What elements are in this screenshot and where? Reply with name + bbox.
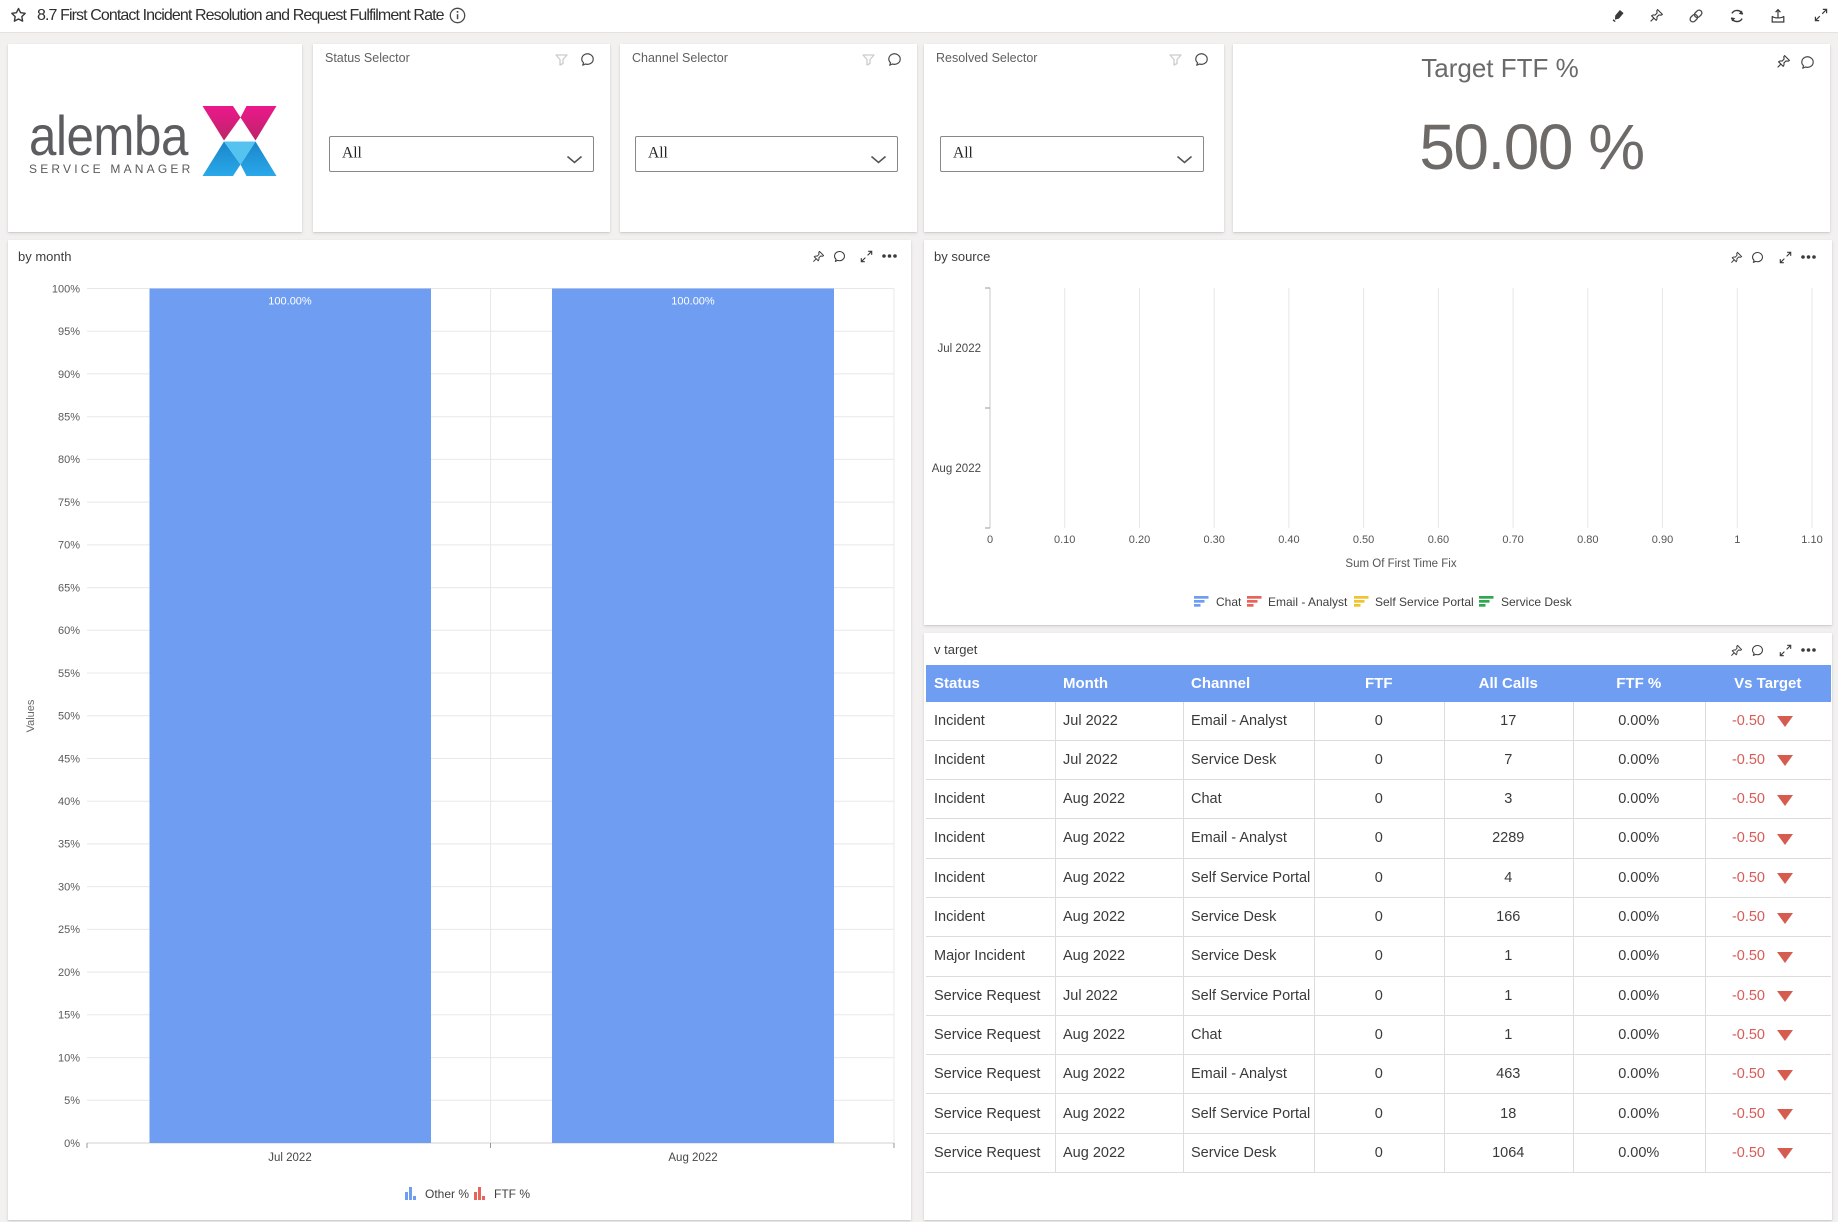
svg-text:100%: 100% [52,283,80,295]
svg-text:FTF %: FTF % [494,1187,530,1201]
svg-text:15%: 15% [58,1010,80,1022]
svg-text:0%: 0% [64,1138,80,1150]
svg-text:90%: 90% [58,369,80,381]
svg-text:0.10: 0.10 [1054,534,1075,546]
svg-text:35%: 35% [58,839,80,851]
svg-text:20%: 20% [58,967,80,979]
svg-text:Chat: Chat [1216,595,1242,609]
svg-text:SERVICE MANAGER: SERVICE MANAGER [29,162,193,176]
svg-text:80%: 80% [58,454,80,466]
svg-text:0.80: 0.80 [1577,534,1598,546]
svg-text:Service Desk: Service Desk [1501,595,1573,609]
svg-text:1: 1 [1734,534,1740,546]
svg-text:75%: 75% [58,497,80,509]
svg-text:Jul 2022: Jul 2022 [938,343,981,355]
svg-text:60%: 60% [58,625,80,637]
svg-text:100.00%: 100.00% [671,296,715,308]
svg-text:55%: 55% [58,668,80,680]
svg-text:50%: 50% [58,711,80,723]
svg-text:Self Service Portal: Self Service Portal [1375,595,1474,609]
svg-text:Aug 2022: Aug 2022 [668,1152,717,1164]
svg-text:Values: Values [25,699,37,732]
svg-text:30%: 30% [58,881,80,893]
svg-text:70%: 70% [58,540,80,552]
svg-text:0.30: 0.30 [1203,534,1224,546]
svg-text:100.00%: 100.00% [268,296,312,308]
svg-text:Jul 2022: Jul 2022 [268,1152,311,1164]
svg-text:Other %: Other % [425,1187,469,1201]
svg-text:0.90: 0.90 [1652,534,1673,546]
svg-text:95%: 95% [58,326,80,338]
svg-text:0.40: 0.40 [1278,534,1299,546]
svg-text:65%: 65% [58,582,80,594]
svg-text:5%: 5% [64,1095,80,1107]
svg-text:0.50: 0.50 [1353,534,1374,546]
svg-text:0.70: 0.70 [1502,534,1523,546]
svg-text:0.60: 0.60 [1428,534,1449,546]
svg-text:0: 0 [987,534,993,546]
svg-text:10%: 10% [58,1052,80,1064]
svg-text:Aug 2022: Aug 2022 [932,463,981,475]
svg-text:Sum Of First Time Fix: Sum Of First Time Fix [1345,558,1456,570]
svg-text:45%: 45% [58,753,80,765]
svg-text:0.20: 0.20 [1129,534,1150,546]
svg-text:Email - Analyst: Email - Analyst [1268,595,1348,609]
svg-text:25%: 25% [58,924,80,936]
svg-text:1.10: 1.10 [1801,534,1822,546]
svg-text:alemba: alemba [29,105,189,168]
svg-text:40%: 40% [58,796,80,808]
svg-text:85%: 85% [58,412,80,424]
